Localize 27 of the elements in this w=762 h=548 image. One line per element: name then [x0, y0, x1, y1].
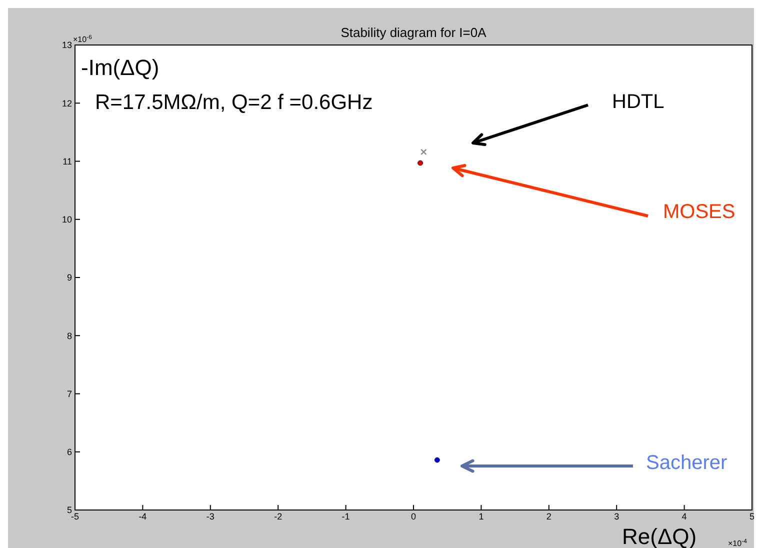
x-tick-label: -2: [274, 511, 282, 522]
y-tick-label: 13: [62, 40, 72, 50]
chart-title: Stability diagram for I=0A: [340, 25, 487, 40]
x-tick-label: 1: [478, 511, 484, 522]
y-axis-title: -Im(ΔQ): [81, 55, 160, 80]
annotation: R=17.5MΩ/m, Q=2 f =0.6GHz: [95, 91, 373, 114]
x-tick-label: 0: [410, 511, 416, 522]
y-tick-label: 10: [62, 214, 72, 225]
text: Sacherer: [646, 452, 728, 474]
text: ×10$^{-4}$: [728, 538, 748, 548]
x-tick-label: 3: [614, 511, 620, 522]
text: MOSES: [663, 201, 736, 223]
text: HDTL: [612, 91, 664, 113]
x-tick-label: -5: [70, 511, 80, 522]
text: ×10$^{-6}$: [73, 34, 93, 44]
y-tick-label: 8: [66, 330, 72, 341]
y-tick-label: 7: [66, 388, 72, 399]
x-tick-label: 2: [546, 511, 552, 522]
y-tick-label: 12: [62, 98, 72, 108]
y-tick-label: 11: [62, 156, 72, 166]
y-tick-label: 9: [66, 272, 72, 283]
x-tick-label: -1: [342, 511, 350, 522]
x-tick-label: -3: [206, 511, 214, 522]
y-tick-label: 6: [66, 447, 72, 458]
x-tick-label: -4: [138, 511, 147, 522]
x-tick-label: 5: [749, 511, 755, 522]
x-tick-label: 4: [682, 511, 687, 522]
